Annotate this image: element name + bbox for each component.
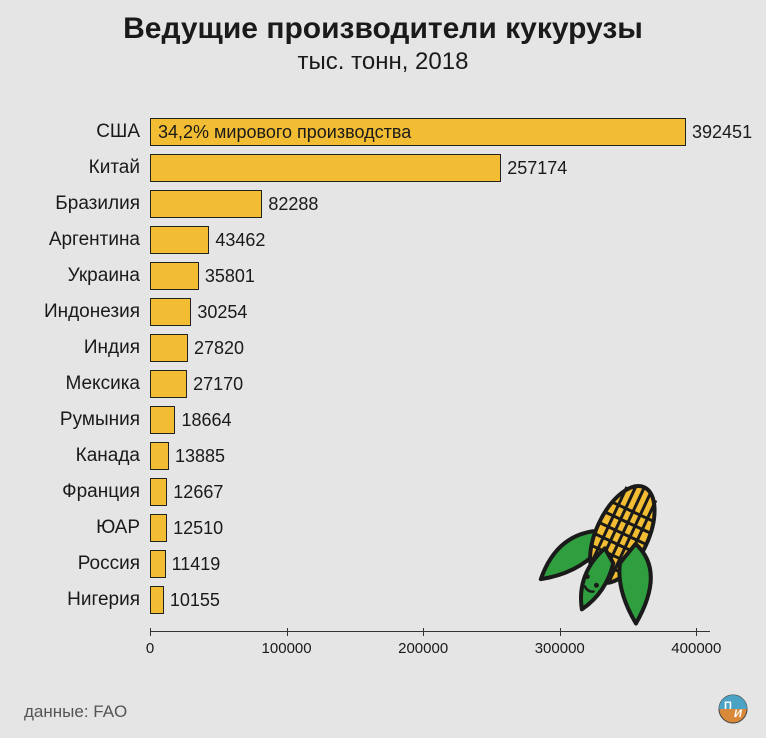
bar: [150, 442, 169, 470]
bar: [150, 550, 166, 578]
bar: [150, 370, 187, 398]
bar-value-label: 18664: [175, 406, 231, 434]
x-tick-label: 400000: [671, 640, 721, 657]
bar-category-label: Индия: [84, 334, 140, 362]
x-tick-label: 100000: [262, 640, 312, 657]
bar-row: Аргентина43462: [150, 226, 710, 254]
bar-value-label: 35801: [199, 262, 255, 290]
bar-row: Индия27820: [150, 334, 710, 362]
bar-value-label: 392451: [686, 118, 752, 146]
bar-category-label: Китай: [89, 154, 140, 182]
bar-row: Канада13885: [150, 442, 710, 470]
x-tick: [287, 628, 288, 636]
bar-value-label: 27820: [188, 334, 244, 362]
bar-category-label: Канада: [76, 442, 140, 470]
bar-category-label: Индонезия: [44, 298, 140, 326]
x-tick-label: 0: [146, 640, 154, 657]
source-logo-icon: П И: [718, 694, 748, 724]
bar-category-label: США: [96, 118, 140, 146]
bar-category-label: Нигерия: [67, 586, 140, 614]
logo-letter-1: П: [724, 700, 732, 712]
bar: [150, 262, 199, 290]
chart-subtitle: тыс. тонн, 2018: [0, 46, 766, 76]
bar: [150, 226, 209, 254]
bar-value-label: 11419: [166, 550, 221, 578]
bar: [150, 298, 191, 326]
bar-category-label: Франция: [62, 478, 140, 506]
bar-category-label: ЮАР: [96, 514, 140, 542]
bar-category-label: Бразилия: [55, 190, 140, 218]
bar-row: Бразилия82288: [150, 190, 710, 218]
bar: [150, 514, 167, 542]
x-tick-label: 200000: [398, 640, 448, 657]
bar-value-label: 43462: [209, 226, 265, 254]
bar: [150, 154, 501, 182]
bar-row: США39245134,2% мирового производства: [150, 118, 710, 146]
bar-value-label: 12510: [167, 514, 223, 542]
bar-value-label: 27170: [187, 370, 243, 398]
x-axis: 0100000200000300000400000: [150, 631, 710, 632]
bar-row: Мексика27170: [150, 370, 710, 398]
bar-category-label: Россия: [78, 550, 140, 578]
bar: [150, 478, 167, 506]
bar-row: Китай257174: [150, 154, 710, 182]
bar-row: Индонезия30254: [150, 298, 710, 326]
bar-category-label: Украина: [68, 262, 140, 290]
x-tick: [150, 628, 151, 636]
x-tick: [560, 628, 561, 636]
bar: [150, 586, 164, 614]
bar-row: Румыния18664: [150, 406, 710, 434]
corn-icon: [536, 468, 696, 628]
bar-value-label: 12667: [167, 478, 223, 506]
bar: [150, 406, 175, 434]
bar-value-label: 13885: [169, 442, 225, 470]
bar-category-label: Румыния: [60, 406, 140, 434]
data-source: данные: FAO: [24, 702, 127, 722]
bar: [150, 190, 262, 218]
bar-category-label: Аргентина: [49, 226, 140, 254]
bar-category-label: Мексика: [65, 370, 140, 398]
logo-letter-2: И: [734, 708, 743, 720]
bar-row: Украина35801: [150, 262, 710, 290]
bar-value-label: 10155: [164, 586, 220, 614]
bar: [150, 334, 188, 362]
bar-value-label: 257174: [501, 154, 567, 182]
x-tick: [696, 628, 697, 636]
bar-value-label: 82288: [262, 190, 318, 218]
chart-title: Ведущие производители кукурузы: [0, 0, 766, 46]
x-tick-label: 300000: [535, 640, 585, 657]
x-tick: [423, 628, 424, 636]
bar-value-label: 30254: [191, 298, 247, 326]
bar-annotation: 34,2% мирового производства: [158, 118, 411, 146]
